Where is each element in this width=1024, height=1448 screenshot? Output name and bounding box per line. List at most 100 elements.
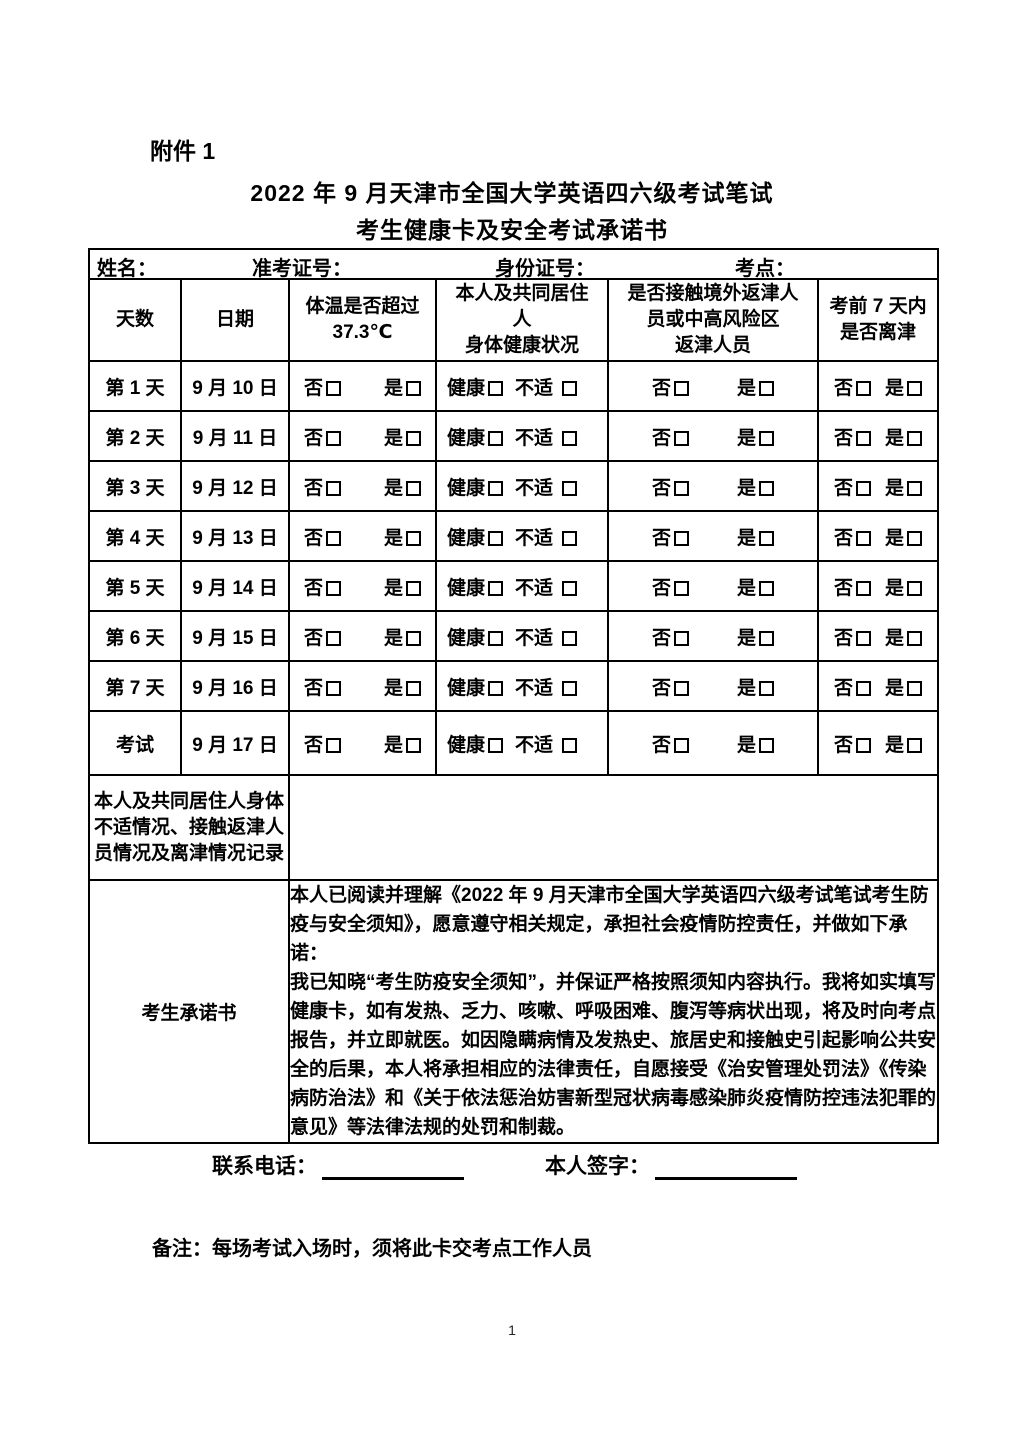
day-cell: 第 6 天: [88, 610, 182, 662]
temp-no-label: 否: [304, 677, 324, 699]
health-status-cell: 健康 不适: [435, 610, 609, 662]
healthy-label: 健康: [447, 577, 486, 599]
leave-yes-label: 是: [885, 677, 905, 699]
phone-label: 联系电话：: [212, 1155, 317, 1178]
table-row: 第 4 天 9 月 13 日 否 是 健康 不适 否 是 否 是: [88, 510, 940, 562]
pledge-paragraph-1: 本人已阅读并理解《2022 年 9 月天津市全国大学英语四六级考试笔试考生防疫与…: [290, 885, 929, 964]
contact-no-checkbox: [674, 430, 689, 446]
temperature-cell: 否 是: [288, 610, 437, 662]
unwell-label: 不适: [515, 734, 554, 756]
document-title-line2: 考生健康卡及安全考试承诺书: [356, 217, 668, 243]
temp-yes-checkbox: [406, 580, 421, 596]
temp-no-label: 否: [304, 627, 324, 649]
leave-no-checkbox: [856, 380, 872, 396]
temp-yes-label: 是: [383, 734, 403, 756]
unwell-label: 不适: [515, 377, 554, 399]
leave-yes-label: 是: [885, 477, 905, 499]
healthy-label: 健康: [447, 734, 486, 756]
leave-yes-label: 是: [885, 427, 905, 449]
temp-no-checkbox: [326, 737, 342, 753]
health-card-table: 姓名： 准考证号： 身份证号： 考点： 天数 日期 体温是否超过 37.3℃ 本…: [87, 248, 940, 1144]
leave-cell: 否 是: [816, 560, 940, 612]
temp-yes-label: 是: [383, 527, 403, 549]
healthy-label: 健康: [447, 677, 486, 699]
contact-no-checkbox: [674, 630, 689, 646]
contact-yes-checkbox: [759, 430, 775, 446]
header-leave: 考前 7 天内 是否离津: [816, 278, 940, 362]
healthy-checkbox: [488, 480, 504, 496]
unwell-label: 不适: [515, 627, 554, 649]
unwell-checkbox: [562, 480, 578, 496]
temp-yes-label: 是: [383, 477, 403, 499]
temp-yes-checkbox: [406, 680, 421, 696]
leave-no-label: 否: [834, 527, 854, 549]
document-title-line1: 2022 年 9 月天津市全国大学英语四六级考试笔试: [250, 180, 774, 206]
info-row: 姓名： 准考证号： 身份证号： 考点：: [87, 248, 940, 280]
contact-yes-checkbox: [759, 380, 775, 396]
leave-no-label: 否: [834, 427, 854, 449]
leave-no-checkbox: [856, 530, 872, 546]
temp-yes-checkbox: [406, 530, 421, 546]
table-row: 第 2 天 9 月 11 日 否 是 健康 不适 否 是 否 是: [88, 410, 940, 462]
pledge-text: 本人已阅读并理解《2022 年 9 月天津市全国大学英语四六级考试笔试考生防疫与…: [287, 879, 940, 1144]
temp-yes-checkbox: [406, 430, 421, 446]
temp-yes-checkbox: [406, 380, 421, 396]
contact-yes-label: 是: [737, 477, 757, 499]
temp-no-label: 否: [304, 427, 324, 449]
temp-no-checkbox: [326, 480, 342, 496]
temperature-cell: 否 是: [288, 410, 437, 462]
temp-yes-label: 是: [383, 677, 403, 699]
leave-yes-checkbox: [907, 737, 923, 753]
contact-no-label: 否: [651, 477, 671, 499]
unwell-checkbox: [562, 680, 578, 696]
leave-yes-label: 是: [885, 527, 905, 549]
temp-no-checkbox: [326, 430, 342, 446]
leave-yes-checkbox: [907, 380, 923, 396]
unwell-label: 不适: [515, 527, 554, 549]
health-status-cell: 健康 不适: [435, 360, 609, 412]
temp-yes-checkbox: [406, 737, 421, 753]
contact-yes-checkbox: [759, 630, 775, 646]
leave-no-checkbox: [856, 580, 872, 596]
contact-yes-label: 是: [737, 677, 757, 699]
leave-no-label: 否: [834, 377, 854, 399]
date-cell: 9 月 17 日: [180, 710, 290, 776]
table-header-row: 天数 日期 体温是否超过 37.3℃ 本人及共同居住 人 身体健康状况 是否接触…: [88, 278, 940, 362]
contact-no-label: 否: [651, 734, 671, 756]
leave-cell: 否 是: [816, 360, 940, 412]
unwell-label: 不适: [515, 477, 554, 499]
contact-no-label: 否: [651, 627, 671, 649]
health-status-cell: 健康 不适: [435, 460, 609, 512]
healthy-label: 健康: [447, 427, 486, 449]
healthy-checkbox: [488, 737, 504, 753]
exam-site-label: 考点：: [735, 258, 795, 280]
id-number-label: 身份证号：: [495, 258, 595, 280]
contact-yes-label: 是: [737, 377, 757, 399]
leave-yes-checkbox: [907, 630, 923, 646]
unwell-label: 不适: [515, 427, 554, 449]
contact-no-label: 否: [651, 527, 671, 549]
temp-no-checkbox: [326, 530, 342, 546]
healthy-checkbox: [488, 580, 504, 596]
leave-yes-label: 是: [885, 577, 905, 599]
leave-no-checkbox: [856, 630, 872, 646]
contact-no-label: 否: [651, 377, 671, 399]
temp-yes-label: 是: [383, 427, 403, 449]
header-days: 天数: [88, 278, 182, 362]
leave-no-label: 否: [834, 577, 854, 599]
contact-cell: 否 是: [607, 610, 819, 662]
phone-blank-underline: [322, 1156, 464, 1180]
healthy-label: 健康: [447, 477, 486, 499]
contact-no-checkbox: [674, 380, 689, 396]
contact-yes-checkbox: [759, 530, 775, 546]
leave-yes-label: 是: [885, 627, 905, 649]
date-cell: 9 月 10 日: [180, 360, 290, 412]
header-contact: 是否接触境外返津人 员或中高风险区 返津人员: [607, 278, 819, 362]
leave-cell: 否 是: [816, 610, 940, 662]
signature-line: 本人签字：: [545, 1150, 797, 1180]
record-row: 本人及共同居住人身体不适情况、接触返津人员情况及离津情况记录: [88, 774, 940, 881]
contact-cell: 否 是: [607, 560, 819, 612]
temp-no-checkbox: [326, 580, 342, 596]
table-row: 考试 9 月 17 日 否 是 健康 不适 否 是 否 是: [88, 710, 940, 776]
